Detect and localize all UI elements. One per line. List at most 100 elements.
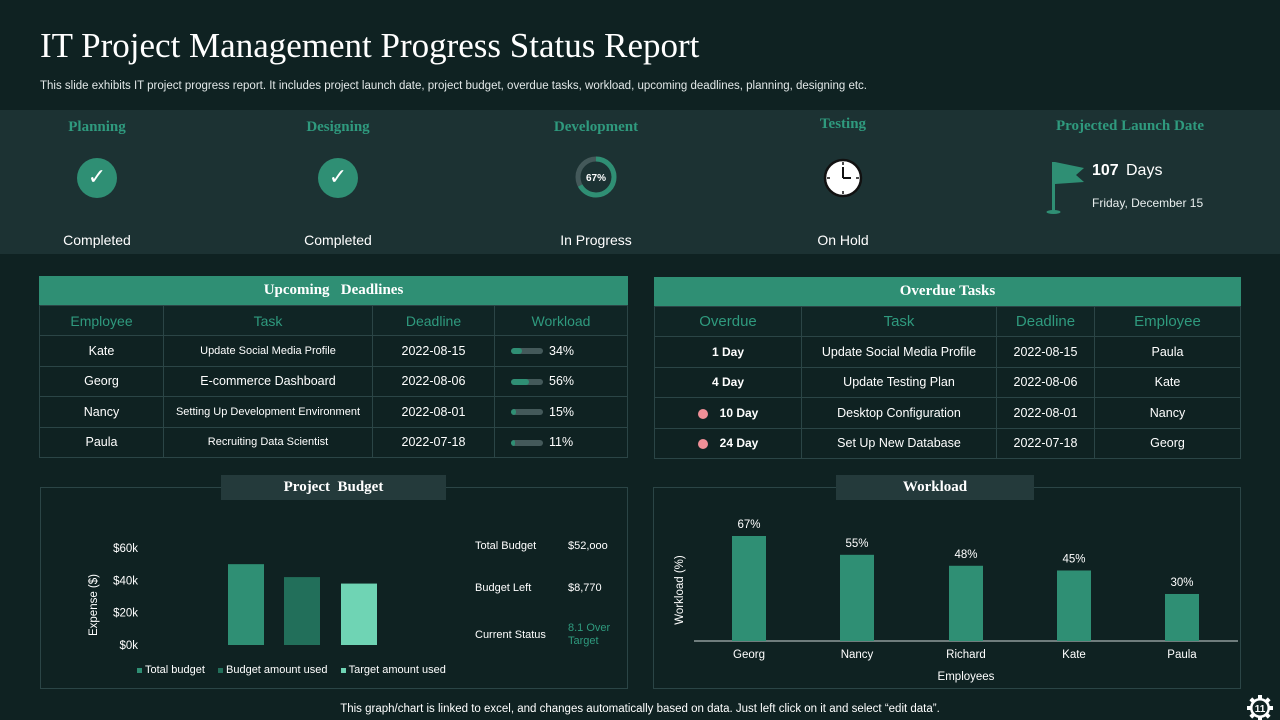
workload-bar: [949, 565, 983, 641]
table-row: 10 Day Desktop Configuration 2022-08-01 …: [654, 397, 1241, 429]
column-header: Task: [163, 305, 373, 336]
workload-bar-fill: [511, 378, 529, 385]
workload-bar: [1165, 593, 1199, 641]
workload-x-tick: Paula: [1167, 649, 1197, 661]
stage-planning: Planning ✓ Completed: [0, 110, 207, 254]
workload-bars: 67% Georg 55% Nancy 48% Richard 45% Kate 30% Paul…: [732, 519, 1199, 661]
employee-cell: Nancy: [39, 396, 164, 428]
task-cell: Recruiting Data Scientist: [163, 426, 373, 458]
budget-ylabel: Expense ($): [88, 574, 100, 636]
stage-status: On Hold: [817, 232, 869, 248]
table-row: 1 Day Update Social Media Profile 2022-0…: [654, 336, 1241, 368]
stage-title: Development: [553, 119, 639, 135]
workload-cell: 34%: [494, 335, 628, 367]
workload-value: 11%: [549, 435, 574, 450]
workload-cell: 56%: [494, 365, 628, 397]
table-row: Nancy Setting Up Development Environment…: [39, 396, 628, 428]
legend-label: Total budget: [145, 664, 205, 676]
workload-x-tick: Kate: [1062, 649, 1086, 661]
employee-cell: Kate: [39, 335, 164, 367]
task-cell: Desktop Configuration: [801, 397, 997, 429]
workload-bar-fill: [511, 439, 515, 446]
workload-value: 56%: [549, 374, 575, 389]
column-header: Task: [801, 306, 997, 337]
current-status-label: Current Status: [475, 629, 546, 641]
budget-y-tick: $60k: [113, 543, 138, 555]
progress-status-band: Planning ✓ Completed Designing ✓ Complet…: [0, 110, 1280, 254]
current-status-value: 8.1 Over Target: [568, 622, 611, 647]
budget-bars: [228, 564, 377, 645]
workload-bar: [511, 378, 543, 385]
deadline-cell: 2022-08-01: [372, 396, 495, 428]
table-row: Paula Recruiting Data Scientist 2022-07-…: [39, 426, 628, 458]
workload-data-label: 30%: [1170, 577, 1193, 589]
table-row: Kate Update Social Media Profile 2022-08…: [39, 335, 628, 367]
employee-cell: Nancy: [1094, 397, 1241, 429]
workload-x-tick: Georg: [733, 649, 765, 661]
workload-data-label: 55%: [845, 538, 868, 550]
workload-bar: [511, 439, 543, 446]
upcoming-deadlines-table: Upcoming Deadlines Employee Task Deadlin…: [39, 276, 628, 458]
legend-swatch: [340, 667, 346, 673]
alert-dot-icon: [697, 439, 708, 450]
deadline-cell: 2022-08-06: [996, 366, 1095, 398]
overdue-value: 10 Day: [719, 405, 759, 420]
budget-panel-title: Project Budget: [221, 475, 446, 500]
workload-bar: [1057, 570, 1091, 641]
stage-status: Completed: [63, 232, 131, 248]
table-row: 24 Day Set Up New Database 2022-07-18 Ge…: [654, 427, 1241, 459]
employee-cell: Paula: [39, 426, 164, 458]
task-cell: Set Up New Database: [801, 427, 997, 459]
workload-data-label: 45%: [1062, 553, 1085, 565]
budget-y-axis: $0k $20k $40k $60k: [113, 543, 138, 652]
column-header: Workload: [494, 305, 628, 336]
flag-icon: [1046, 162, 1084, 214]
launch-days: 107: [1092, 162, 1119, 179]
page-subtitle: This slide exhibits IT project progress …: [40, 80, 867, 92]
legend-label: Budget amount used: [226, 664, 328, 676]
workload-bar-fill: [511, 409, 516, 416]
legend-item: Budget amount used: [218, 664, 328, 676]
workload-value: 34%: [549, 343, 575, 358]
overdue-cell: 1 Day: [654, 336, 802, 368]
budget-left-label: Budget Left: [475, 582, 532, 594]
overdue-cell: 24 Day: [654, 427, 802, 459]
employee-cell: Paula: [1094, 336, 1241, 368]
workload-x-tick: Richard: [946, 649, 986, 661]
budget-y-tick: $20k: [113, 608, 138, 620]
deadline-cell: 2022-08-15: [996, 336, 1095, 368]
progress-ring-label: 67%: [586, 173, 606, 184]
budget-chart: Expense ($) $0k $20k $40k $60k: [88, 543, 377, 652]
task-cell: Update Social Media Profile: [801, 336, 997, 368]
task-cell: Update Testing Plan: [801, 366, 997, 398]
legend-swatch: [137, 667, 142, 673]
launch-date: Friday, December 15: [1092, 196, 1204, 210]
deadline-cell: 2022-08-01: [996, 397, 1095, 429]
check-icon: ✓: [318, 158, 358, 198]
task-cell: Setting Up Development Environment: [163, 396, 373, 428]
total-budget-label: Total Budget: [475, 540, 537, 552]
budget-bar: [341, 583, 377, 645]
workload-xlabel: Employees: [938, 671, 995, 683]
task-cell: Update Social Media Profile: [163, 335, 373, 367]
budget-y-tick: $40k: [113, 575, 138, 587]
deadline-cell: 2022-07-18: [372, 426, 495, 458]
alert-dot-icon: [697, 408, 708, 419]
stage-status: In Progress: [560, 232, 632, 248]
overdue-value: 24 Day: [719, 436, 759, 451]
launch-title: Projected Launch Date: [1055, 118, 1205, 134]
budget-legend: Total budget Budget amount used Target a…: [137, 664, 446, 676]
clock-icon: [823, 158, 863, 198]
workload-value: 15%: [549, 404, 575, 419]
legend-label: Target amount used: [348, 664, 446, 676]
deadline-cell: 2022-08-15: [372, 335, 495, 367]
overdue-cell: 4 Day: [654, 366, 802, 398]
budget-left-value: $8,770: [568, 582, 602, 594]
stage-title: Designing: [306, 119, 370, 135]
legend-item: Target amount used: [340, 664, 446, 676]
workload-bar: [511, 348, 543, 355]
workload-cell: 15%: [494, 396, 628, 428]
column-header: Deadline: [996, 306, 1095, 337]
workload-cell: 11%: [494, 426, 628, 458]
column-header: Overdue: [654, 306, 802, 337]
